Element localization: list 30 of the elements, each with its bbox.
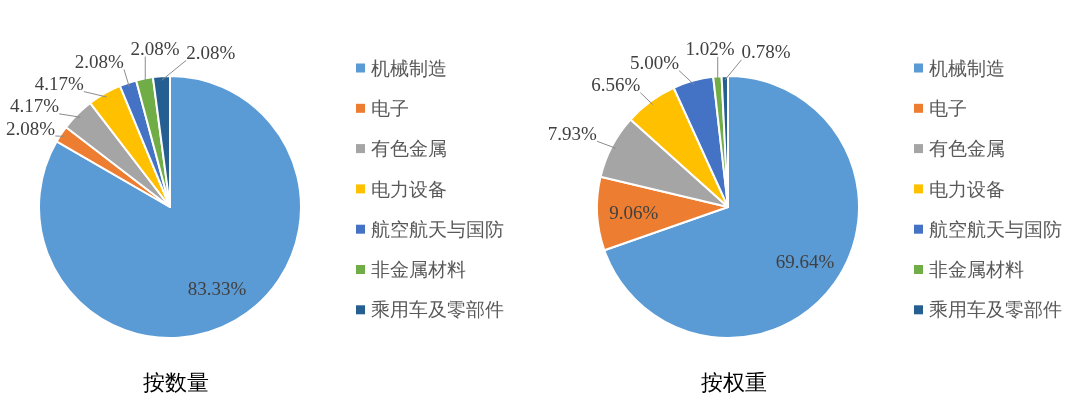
legend-label: 乘用车及零部件 bbox=[929, 298, 1062, 321]
legend-label: 电子 bbox=[929, 96, 967, 119]
data-label: 4.17% bbox=[34, 73, 84, 95]
data-label: 2.08% bbox=[6, 117, 56, 139]
data-label: 69.64% bbox=[775, 251, 835, 273]
legend-label: 航空航天与国防 bbox=[929, 217, 1062, 240]
text: 按权重 bbox=[701, 370, 767, 395]
legend-label: 非金属材料 bbox=[929, 258, 1024, 281]
legend-label: 电力设备 bbox=[929, 177, 1005, 200]
data-label: 0.78% bbox=[741, 41, 791, 63]
data-label: 1.02% bbox=[685, 38, 735, 60]
legend-label: 有色金属 bbox=[371, 137, 447, 160]
legend-label: 电子 bbox=[371, 96, 409, 119]
data-label: 2.08% bbox=[74, 51, 125, 73]
data-label: 2.08% bbox=[130, 38, 180, 60]
data-label: 4.17% bbox=[9, 95, 60, 117]
legend-label: 电力设备 bbox=[371, 177, 447, 200]
data-label: 2.08% bbox=[186, 42, 236, 64]
legend-label: 航空航天与国防 bbox=[371, 217, 504, 240]
legend-label: 乘用车及零部件 bbox=[371, 298, 504, 321]
data-label: 6.56% bbox=[591, 74, 641, 96]
data-label: 83.33% bbox=[187, 278, 247, 300]
legend-label: 非金属材料 bbox=[371, 258, 466, 281]
legend-label: 有色金属 bbox=[929, 137, 1005, 160]
data-label: 5.00% bbox=[629, 52, 680, 74]
legend-label: 机械制造 bbox=[371, 56, 447, 79]
data-label: 9.06% bbox=[609, 201, 659, 223]
legend-label: 机械制造 bbox=[929, 56, 1005, 79]
text: 按数量 bbox=[143, 370, 209, 395]
data-label: 7.93% bbox=[547, 122, 598, 144]
